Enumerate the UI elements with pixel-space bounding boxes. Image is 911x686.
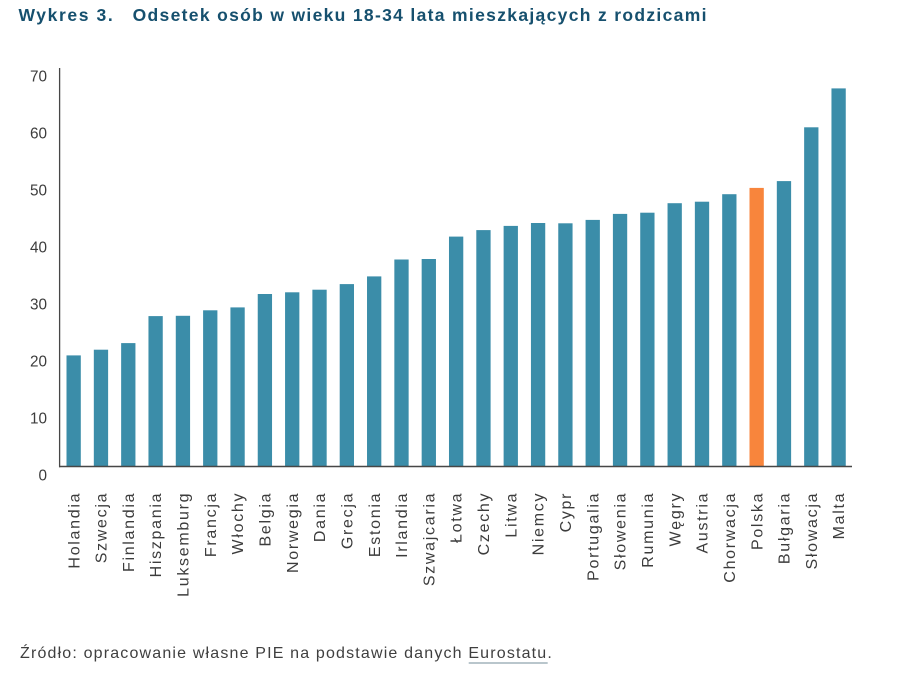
svg-text:60: 60 — [30, 126, 47, 143]
svg-text:30: 30 — [30, 297, 47, 314]
svg-text:Grecja: Grecja — [339, 492, 356, 549]
svg-text:Łotwa: Łotwa — [449, 492, 466, 543]
svg-text:Rumunia: Rumunia — [640, 492, 657, 568]
svg-text:Norwegia: Norwegia — [285, 492, 302, 573]
svg-text:Portugalia: Portugalia — [585, 492, 602, 581]
svg-text:50: 50 — [30, 183, 47, 200]
svg-text:40: 40 — [30, 240, 47, 257]
svg-text:70: 70 — [30, 69, 47, 86]
svg-text:Szwecja: Szwecja — [94, 492, 111, 563]
svg-text:Szwajcaria: Szwajcaria — [421, 492, 438, 586]
svg-text:Węgry: Węgry — [667, 492, 684, 547]
svg-text:Cypr: Cypr — [558, 492, 575, 533]
svg-text:0: 0 — [38, 468, 47, 485]
svg-text:Źródło: opracowanie własne PIE: Źródło: opracowanie własne PIE na podsta… — [20, 643, 553, 662]
svg-text:Hiszpania: Hiszpania — [148, 492, 165, 578]
svg-text:Malta: Malta — [831, 492, 848, 540]
svg-text:Czechy: Czechy — [476, 492, 493, 556]
svg-text:Belgia: Belgia — [257, 492, 274, 547]
svg-text:Holandia: Holandia — [66, 492, 83, 569]
svg-text:Niemcy: Niemcy — [531, 492, 548, 556]
svg-text:Francja: Francja — [203, 492, 220, 557]
svg-text:Irlandia: Irlandia — [394, 492, 411, 558]
svg-text:Odsetek osób w wieku 18-34 lat: Odsetek osób w wieku 18-34 lata mieszkaj… — [133, 5, 708, 25]
svg-text:Polska: Polska — [749, 492, 766, 550]
svg-text:Litwa: Litwa — [503, 492, 520, 538]
svg-text:Słowenia: Słowenia — [613, 492, 630, 571]
svg-text:Austria: Austria — [695, 492, 712, 554]
svg-text:Wykres 3.: Wykres 3. — [19, 5, 115, 25]
svg-text:Włochy: Włochy — [230, 492, 247, 555]
svg-text:Luksemburg: Luksemburg — [176, 492, 193, 597]
svg-text:Estonia: Estonia — [367, 492, 384, 557]
svg-text:Dania: Dania — [312, 492, 329, 542]
svg-text:Chorwacja: Chorwacja — [722, 492, 739, 583]
svg-text:Finlandia: Finlandia — [121, 492, 138, 572]
svg-text:10: 10 — [30, 411, 47, 428]
svg-text:20: 20 — [30, 354, 47, 371]
svg-text:Bułgaria: Bułgaria — [777, 492, 794, 564]
svg-text:Słowacja: Słowacja — [804, 492, 821, 570]
